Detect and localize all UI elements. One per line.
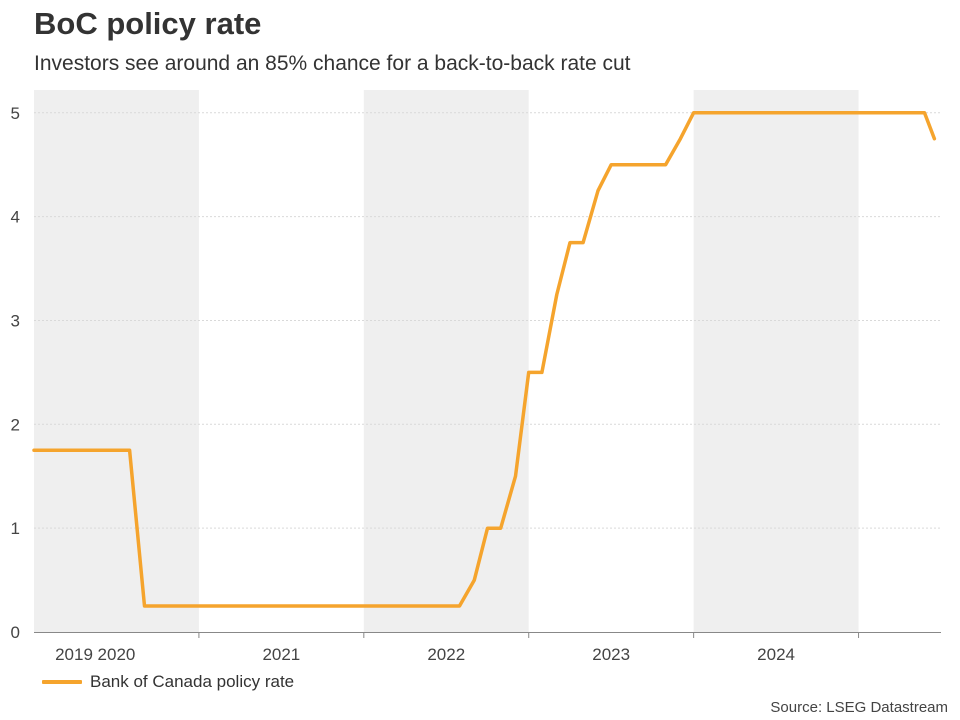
shade-band-2023 xyxy=(693,90,859,632)
x-tick-label-2019: 2019 xyxy=(55,645,93,664)
x-tick-label-2022: 2022 xyxy=(427,645,465,664)
year-shading xyxy=(34,90,859,632)
y-tick-label-2: 2 xyxy=(11,415,20,434)
series-line-0 xyxy=(32,111,937,608)
shade-band-2019 xyxy=(34,90,199,632)
y-tick-label-0: 0 xyxy=(11,623,20,642)
y-tick-label-3: 3 xyxy=(11,311,20,330)
legend-swatch xyxy=(42,680,82,684)
y-tick-label-5: 5 xyxy=(11,104,20,123)
legend: Bank of Canada policy rate xyxy=(42,672,294,692)
shade-band-2021 xyxy=(363,90,529,632)
legend-label: Bank of Canada policy rate xyxy=(90,672,295,691)
x-tick-label-2023: 2023 xyxy=(592,645,630,664)
x-tick-label-2020: 2020 xyxy=(98,645,136,664)
series-layer xyxy=(32,111,937,608)
chart-title: BoC policy rate xyxy=(34,6,262,41)
source-note: Source: LSEG Datastream xyxy=(770,699,948,716)
x-tick-label-2024: 2024 xyxy=(757,645,795,664)
chart-subtitle: Investors see around an 85% chance for a… xyxy=(34,52,631,75)
y-tick-label-1: 1 xyxy=(11,519,20,538)
y-tick-label-4: 4 xyxy=(11,208,20,227)
x-tick-label-2021: 2021 xyxy=(262,645,300,664)
y-axis-ticks: 0 1 2 3 4 5 xyxy=(11,104,20,642)
x-axis: 2019 2020 2021 2022 2023 2024 xyxy=(34,632,941,664)
